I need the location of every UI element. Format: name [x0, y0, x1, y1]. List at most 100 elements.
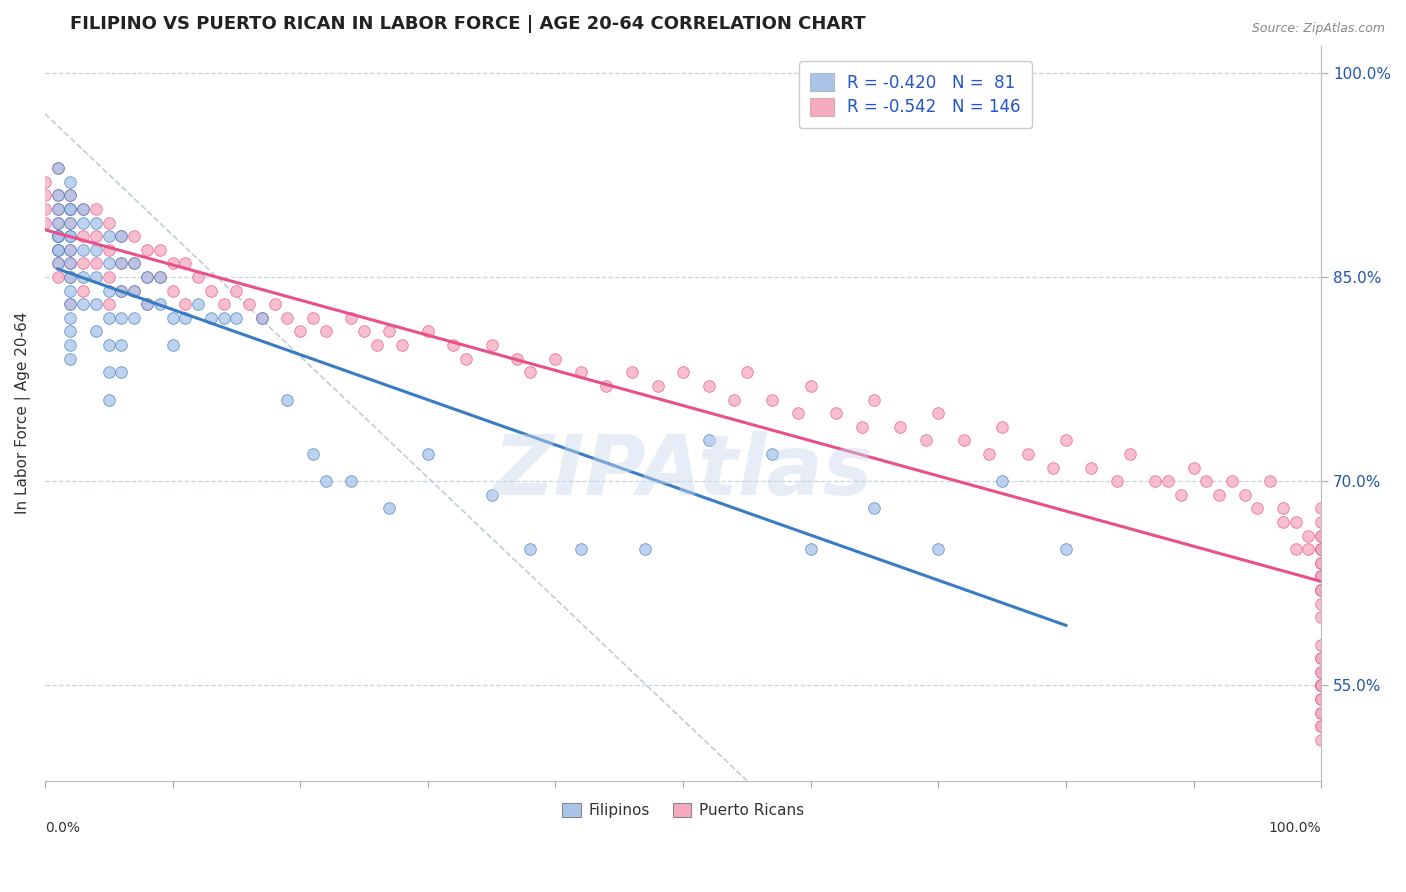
Point — [97, 297, 120, 311]
Point — [46, 243, 69, 257]
Point — [1119, 447, 1142, 461]
Legend: R = -0.420   N =  81, R = -0.542   N = 146: R = -0.420 N = 81, R = -0.542 N = 146 — [799, 62, 1032, 128]
Point — [59, 256, 82, 270]
Point — [378, 325, 401, 339]
Point — [1310, 706, 1333, 720]
Point — [162, 284, 184, 298]
Point — [46, 229, 69, 244]
Point — [59, 229, 82, 244]
Point — [46, 270, 69, 285]
Point — [481, 338, 503, 352]
Point — [162, 310, 184, 325]
Point — [1298, 528, 1320, 542]
Point — [569, 542, 592, 557]
Point — [1105, 474, 1128, 488]
Point — [302, 310, 325, 325]
Point — [59, 202, 82, 216]
Point — [1310, 719, 1333, 733]
Point — [174, 310, 197, 325]
Point — [1195, 474, 1218, 488]
Point — [46, 202, 69, 216]
Point — [200, 284, 222, 298]
Point — [1310, 569, 1333, 583]
Point — [889, 419, 911, 434]
Point — [97, 338, 120, 352]
Point — [46, 188, 69, 202]
Point — [1310, 515, 1333, 529]
Point — [1054, 542, 1077, 557]
Point — [1310, 528, 1333, 542]
Point — [59, 216, 82, 230]
Point — [97, 365, 120, 379]
Point — [825, 406, 848, 420]
Point — [800, 542, 823, 557]
Point — [761, 392, 783, 407]
Point — [697, 434, 720, 448]
Point — [250, 310, 273, 325]
Point — [481, 488, 503, 502]
Point — [416, 325, 439, 339]
Point — [187, 297, 209, 311]
Point — [46, 188, 69, 202]
Point — [441, 338, 464, 352]
Point — [1271, 515, 1294, 529]
Point — [59, 256, 82, 270]
Point — [59, 325, 82, 339]
Point — [1310, 706, 1333, 720]
Point — [1310, 651, 1333, 665]
Point — [1310, 665, 1333, 679]
Point — [1310, 678, 1333, 692]
Point — [1246, 501, 1268, 516]
Point — [225, 284, 247, 298]
Point — [97, 270, 120, 285]
Point — [46, 161, 69, 176]
Point — [1042, 460, 1064, 475]
Point — [620, 365, 643, 379]
Point — [1233, 488, 1256, 502]
Text: 0.0%: 0.0% — [45, 821, 80, 835]
Point — [122, 284, 145, 298]
Point — [863, 392, 886, 407]
Point — [391, 338, 413, 352]
Point — [122, 256, 145, 270]
Point — [1310, 638, 1333, 652]
Point — [1310, 569, 1333, 583]
Point — [761, 447, 783, 461]
Point — [851, 419, 873, 434]
Point — [110, 310, 132, 325]
Point — [519, 542, 541, 557]
Point — [59, 175, 82, 189]
Point — [136, 297, 159, 311]
Point — [378, 501, 401, 516]
Point — [1310, 610, 1333, 624]
Point — [72, 216, 94, 230]
Point — [1310, 583, 1333, 598]
Point — [34, 175, 56, 189]
Point — [1298, 542, 1320, 557]
Point — [238, 297, 260, 311]
Point — [149, 270, 172, 285]
Point — [519, 365, 541, 379]
Point — [340, 310, 363, 325]
Point — [59, 270, 82, 285]
Point — [59, 229, 82, 244]
Point — [84, 325, 107, 339]
Point — [136, 297, 159, 311]
Point — [72, 229, 94, 244]
Point — [97, 216, 120, 230]
Point — [1310, 597, 1333, 611]
Point — [569, 365, 592, 379]
Point — [914, 434, 936, 448]
Point — [366, 338, 388, 352]
Point — [59, 338, 82, 352]
Point — [46, 243, 69, 257]
Point — [1310, 678, 1333, 692]
Point — [1258, 474, 1281, 488]
Point — [1310, 528, 1333, 542]
Point — [1310, 678, 1333, 692]
Point — [136, 270, 159, 285]
Point — [84, 297, 107, 311]
Point — [46, 243, 69, 257]
Point — [110, 338, 132, 352]
Point — [735, 365, 758, 379]
